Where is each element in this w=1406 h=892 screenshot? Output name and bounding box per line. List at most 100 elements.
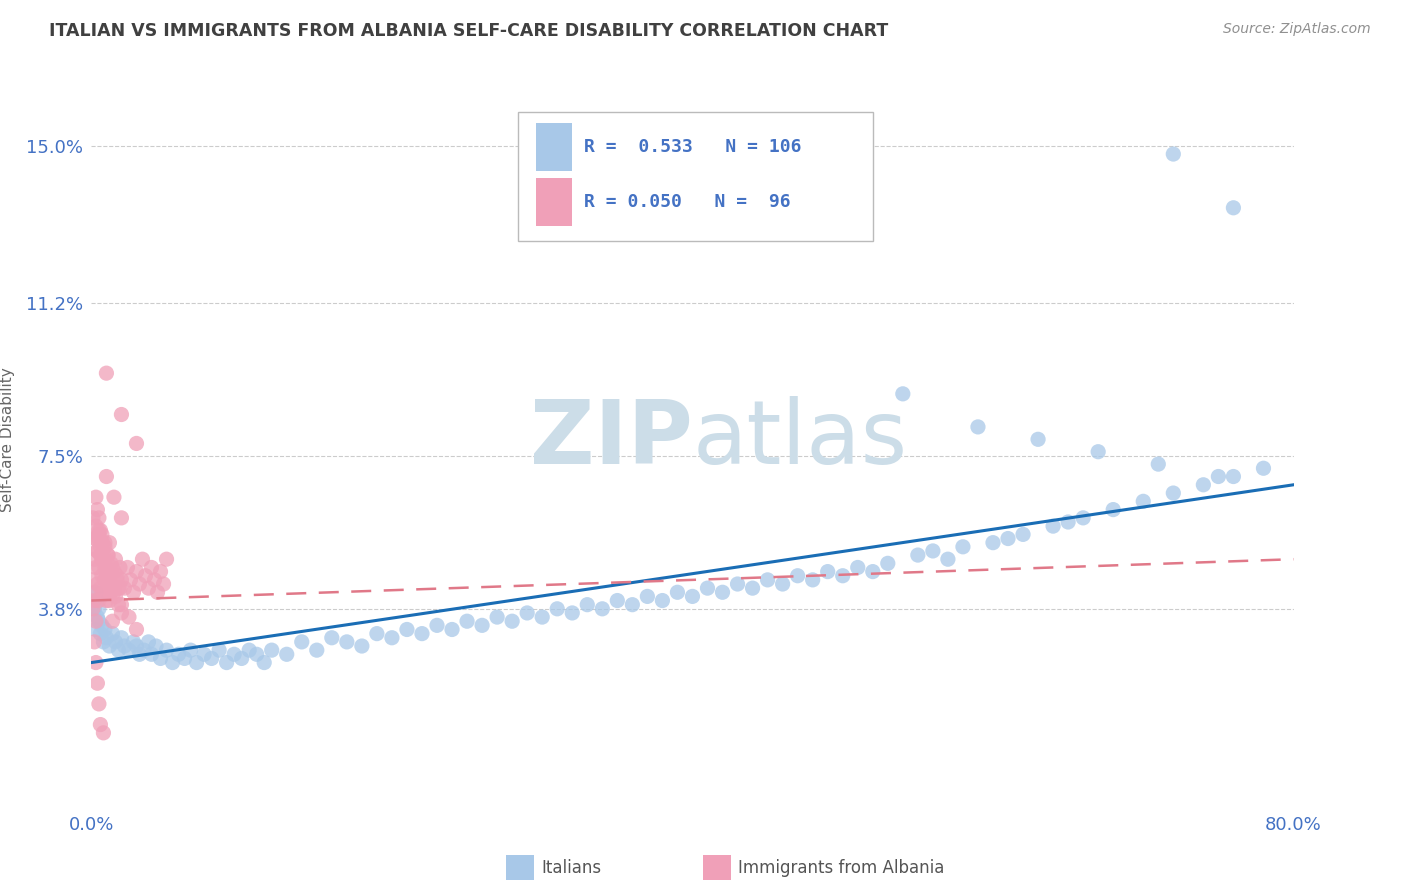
Point xyxy=(90,568,112,582)
Point xyxy=(104,590,127,604)
Point xyxy=(90,552,112,566)
Point xyxy=(591,602,613,616)
Point xyxy=(1222,201,1244,215)
Point xyxy=(96,560,118,574)
Point xyxy=(118,610,141,624)
Point xyxy=(103,565,125,579)
Point xyxy=(108,560,131,574)
Point xyxy=(756,573,779,587)
Text: R =  0.533   N = 106: R = 0.533 N = 106 xyxy=(585,138,801,156)
Point xyxy=(1222,469,1244,483)
Point xyxy=(696,581,718,595)
Point xyxy=(125,639,148,653)
Point xyxy=(238,643,260,657)
Point xyxy=(84,560,107,574)
Point xyxy=(1012,527,1035,541)
Point xyxy=(114,639,136,653)
Point xyxy=(291,635,314,649)
Point xyxy=(1253,461,1275,475)
Point xyxy=(86,593,108,607)
Point xyxy=(132,643,155,657)
Point xyxy=(134,568,156,582)
Point xyxy=(89,581,111,595)
Point xyxy=(86,610,108,624)
Point xyxy=(98,639,121,653)
Point xyxy=(125,623,148,637)
Point xyxy=(128,648,150,662)
Point xyxy=(336,635,359,649)
Point xyxy=(87,523,110,537)
Point xyxy=(90,535,112,549)
Point xyxy=(260,643,283,657)
Point xyxy=(89,626,111,640)
Point xyxy=(143,573,166,587)
Point xyxy=(96,565,118,579)
Text: Immigrants from Albania: Immigrants from Albania xyxy=(738,859,945,877)
Point xyxy=(96,631,118,645)
Point xyxy=(117,560,139,574)
Point xyxy=(84,585,107,599)
Point xyxy=(96,593,118,607)
Point xyxy=(83,552,105,566)
Point xyxy=(138,635,160,649)
Point xyxy=(681,590,703,604)
Text: atlas: atlas xyxy=(692,396,908,483)
Point xyxy=(1161,147,1184,161)
Point xyxy=(967,420,990,434)
Point xyxy=(93,552,115,566)
Point xyxy=(101,581,124,595)
Point xyxy=(84,532,107,546)
Point xyxy=(1087,444,1109,458)
Point xyxy=(97,548,120,562)
Point xyxy=(145,639,167,653)
Point xyxy=(952,540,974,554)
Point xyxy=(201,651,224,665)
Point xyxy=(321,631,343,645)
Point xyxy=(114,581,136,595)
Point xyxy=(87,511,110,525)
Point xyxy=(167,648,190,662)
Point xyxy=(846,560,869,574)
Point xyxy=(83,585,105,599)
Point xyxy=(1071,511,1094,525)
Point xyxy=(193,648,215,662)
Point xyxy=(87,527,110,541)
Point xyxy=(87,560,110,574)
Point xyxy=(125,565,148,579)
Point xyxy=(231,651,253,665)
Point xyxy=(138,581,160,595)
Point xyxy=(110,631,132,645)
Point xyxy=(83,602,105,616)
Point xyxy=(772,577,794,591)
Point xyxy=(110,408,132,422)
Text: Italians: Italians xyxy=(541,859,602,877)
Point xyxy=(141,560,163,574)
Point xyxy=(89,548,111,562)
Point xyxy=(82,573,104,587)
Point xyxy=(94,623,117,637)
Point xyxy=(84,490,107,504)
Point xyxy=(1102,502,1125,516)
Point xyxy=(101,614,124,628)
Point xyxy=(83,532,105,546)
Point xyxy=(381,631,404,645)
Point xyxy=(1208,469,1230,483)
Point xyxy=(94,540,117,554)
Point xyxy=(96,366,118,380)
Point xyxy=(86,502,108,516)
Point xyxy=(215,656,238,670)
Point xyxy=(83,593,105,607)
Point xyxy=(94,573,117,587)
Point xyxy=(152,577,174,591)
FancyBboxPatch shape xyxy=(519,112,873,241)
Point xyxy=(100,557,122,571)
Point xyxy=(104,552,127,566)
Point xyxy=(89,717,111,731)
Point xyxy=(87,593,110,607)
Point xyxy=(253,656,276,670)
Point xyxy=(93,548,115,562)
Text: R = 0.050   N =  96: R = 0.050 N = 96 xyxy=(585,193,792,211)
Point xyxy=(561,606,583,620)
Point xyxy=(100,585,122,599)
Point xyxy=(90,618,112,632)
